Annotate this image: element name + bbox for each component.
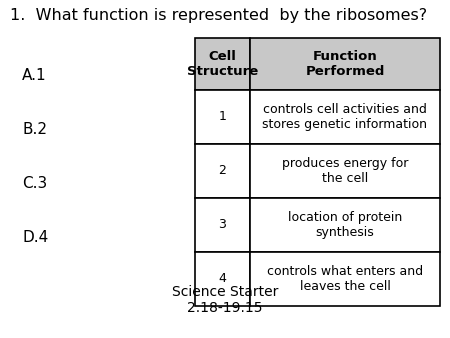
Text: D.4: D.4 — [22, 230, 48, 245]
Bar — [250, 90, 440, 144]
Text: 1: 1 — [219, 111, 226, 123]
Text: 2: 2 — [219, 165, 226, 177]
Bar — [195, 198, 250, 252]
Text: C.3: C.3 — [22, 176, 47, 191]
Text: A.1: A.1 — [22, 68, 47, 83]
Bar — [250, 144, 440, 198]
Bar — [250, 38, 440, 90]
Bar — [250, 198, 440, 252]
Text: 3: 3 — [219, 218, 226, 232]
Text: B.2: B.2 — [22, 122, 47, 137]
Bar — [195, 198, 250, 252]
Text: Cell
Structure: Cell Structure — [187, 50, 258, 78]
Text: 4: 4 — [219, 272, 226, 286]
Bar — [195, 90, 250, 144]
Bar — [250, 252, 440, 306]
Text: 1.  What function is represented  by the ribosomes?: 1. What function is represented by the r… — [10, 8, 427, 23]
Text: controls what enters and
leaves the cell: controls what enters and leaves the cell — [267, 265, 423, 293]
Text: Function
Performed: Function Performed — [305, 50, 385, 78]
Bar — [250, 198, 440, 252]
Bar — [250, 90, 440, 144]
Bar — [195, 38, 250, 90]
Bar — [250, 252, 440, 306]
Bar — [195, 38, 250, 90]
Text: Science Starter
2.18-19.15: Science Starter 2.18-19.15 — [172, 285, 278, 315]
Bar — [195, 252, 250, 306]
Bar — [195, 144, 250, 198]
Bar — [250, 38, 440, 90]
Bar — [195, 144, 250, 198]
Bar — [195, 90, 250, 144]
Text: controls cell activities and
stores genetic information: controls cell activities and stores gene… — [262, 103, 428, 131]
Text: location of protein
synthesis: location of protein synthesis — [288, 211, 402, 239]
Text: produces energy for
the cell: produces energy for the cell — [282, 157, 408, 185]
Bar — [250, 144, 440, 198]
Bar — [195, 252, 250, 306]
